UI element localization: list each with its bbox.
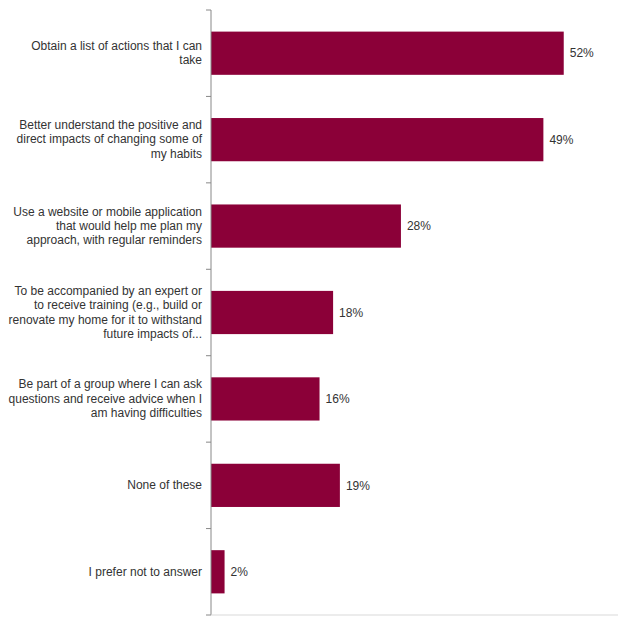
bars — [211, 32, 564, 594]
separator-tick — [206, 528, 211, 529]
data-label: 49% — [549, 133, 573, 147]
bar — [211, 550, 225, 593]
category-label-line: future impacts of... — [103, 327, 202, 341]
category-label-line: am having difficulties — [91, 406, 202, 420]
category-label-line: that would help me plan my — [56, 219, 202, 233]
category-label-line: Better understand the positive and — [19, 118, 202, 132]
separator-tick — [206, 269, 211, 270]
bar — [211, 32, 564, 75]
category-label-line: questions and receive advice when I — [9, 392, 202, 406]
data-labels: 52% 49% 28% 18% 16% 19% 2% — [231, 46, 595, 579]
separator-tick — [206, 615, 211, 616]
y-axis: Obtain a list of actions that I cantake B… — [9, 10, 211, 615]
chart: Obtain a list of actions that I cantake B… — [0, 0, 621, 618]
category-label-line: Use a website or mobile application — [13, 205, 202, 219]
category-label-line: my habits — [151, 147, 202, 161]
separator-tick — [206, 355, 211, 356]
category-label: I prefer not to answer — [89, 565, 202, 579]
data-label: 28% — [407, 219, 431, 233]
bar — [211, 291, 333, 334]
category-label-line: renovate my home for it to withstand — [9, 313, 202, 327]
category-label: Better understand the positive anddirect… — [17, 118, 203, 161]
category-label: Be part of a group where I can askquesti… — [9, 377, 203, 420]
category-label-line: Obtain a list of actions that I can — [31, 39, 202, 53]
category-label-line: take — [179, 53, 202, 67]
category-label: To be accompanied by an expert orto rece… — [9, 284, 202, 341]
bar — [211, 204, 401, 247]
x-axis-line — [211, 615, 618, 616]
bar — [211, 118, 543, 161]
category-label-line: To be accompanied by an expert or — [15, 284, 202, 298]
tick: Obtain a list of actions that I cantake — [31, 39, 211, 67]
tick: I prefer not to answer — [89, 565, 211, 579]
category-label-line: direct impacts of changing some of — [17, 132, 203, 146]
category-label-line: None of these — [127, 478, 202, 492]
separator-tick — [206, 10, 211, 11]
data-label: 16% — [326, 392, 350, 406]
axis-line — [211, 10, 212, 615]
category-label: Use a website or mobile applicationthat … — [13, 205, 202, 248]
category-label-line: Be part of a group where I can ask — [19, 377, 203, 391]
category-label-line: I prefer not to answer — [89, 565, 202, 579]
data-label: 2% — [231, 565, 249, 579]
category-label-line: approach, with regular reminders — [27, 233, 202, 247]
data-label: 18% — [339, 306, 363, 320]
separator-tick — [206, 442, 211, 443]
separator-tick — [206, 182, 211, 183]
category-label: Obtain a list of actions that I cantake — [31, 39, 202, 67]
tick: Better understand the positive anddirect… — [17, 118, 211, 161]
data-label: 52% — [570, 46, 594, 60]
bar — [211, 377, 320, 420]
tick: None of these — [127, 478, 211, 492]
category-label: None of these — [127, 478, 202, 492]
tick: To be accompanied by an expert orto rece… — [9, 284, 211, 341]
tick: Use a website or mobile applicationthat … — [13, 205, 211, 248]
data-label: 19% — [346, 479, 370, 493]
category-separators — [206, 10, 211, 615]
tick: Be part of a group where I can askquesti… — [9, 377, 211, 420]
separator-tick — [206, 96, 211, 97]
bar — [211, 464, 340, 507]
category-label-line: to receive training (e.g., build or — [34, 298, 202, 312]
